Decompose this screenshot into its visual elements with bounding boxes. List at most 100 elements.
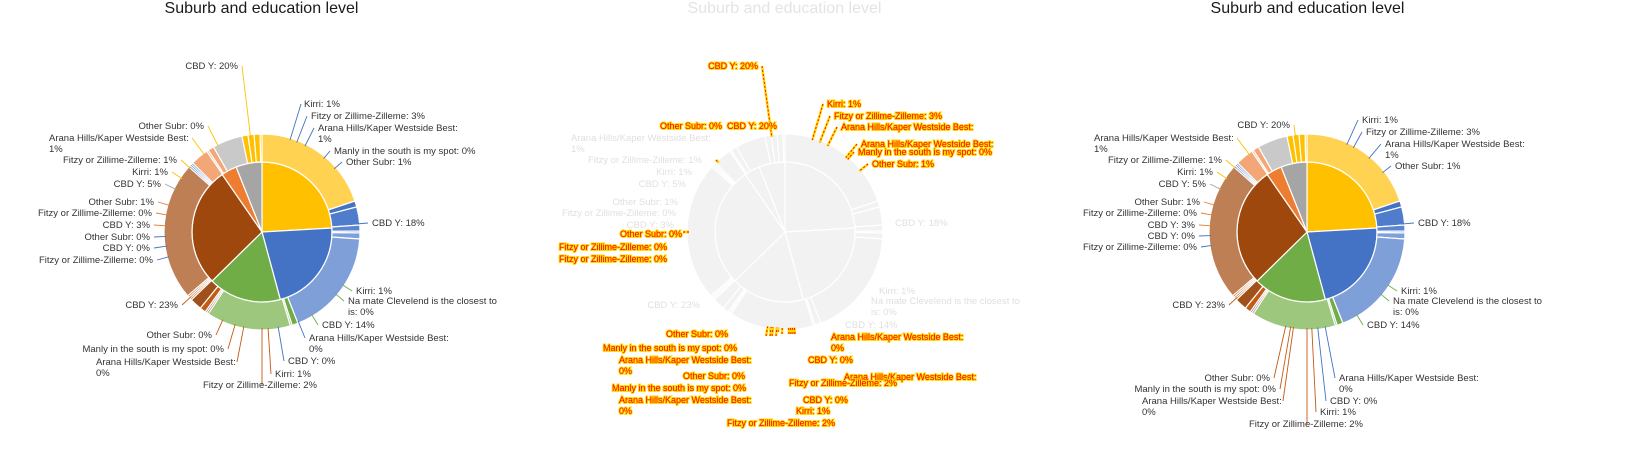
data-label: CBD Y: 18% [372, 218, 425, 229]
data-label: CBD Y: 20% [1237, 120, 1290, 131]
data-label: CBD Y: 0% [1330, 396, 1378, 407]
data-label: Other Subr: 0% [660, 121, 722, 131]
data-label: Arana Hills/Kaper Westside Best: 1% [571, 133, 711, 155]
leader-line-error [819, 115, 831, 143]
data-label-line: Fitzy or Zillime-Zilleme: 2% [789, 378, 897, 388]
data-label-line: CBD Y: 23% [1172, 300, 1225, 311]
leader-line [227, 324, 236, 350]
data-label-line: 0% [309, 344, 323, 355]
leader-line-error [845, 143, 858, 158]
data-label-line: Fitzy or Zillime-Zilleme: 2% [203, 380, 318, 391]
data-label: CBD Y: 23% [1172, 300, 1225, 311]
leader-line [297, 320, 306, 339]
data-label: Fitzy or Zillime-Zilleme: 1% [63, 155, 178, 166]
leader-line [157, 201, 170, 206]
leader-line-error [775, 327, 778, 337]
data-label-line: Other Subr: 1% [872, 159, 934, 169]
data-label: CBD Y: 5% [1159, 179, 1207, 190]
data-label: Manly in the south is my spot: 0% [82, 344, 224, 355]
leader-line [215, 319, 224, 336]
leader-line [1200, 245, 1213, 248]
data-label-line: is: 0% [348, 307, 374, 318]
leader-line [156, 256, 170, 261]
data-label: CBD Y: 20% [185, 61, 238, 72]
data-label: Other Subr: 0% [683, 371, 745, 381]
data-label-line: Other Subr: 1% [346, 157, 412, 168]
data-label-line: Kirri: 1% [304, 99, 340, 110]
data-label: Fitzy or Zillime-Zilleme: 0% [38, 208, 153, 219]
data-label-line: Fitzy or Zillime-Zilleme: 0% [559, 242, 667, 252]
data-label-line: Manly in the south is my spot: 0% [1134, 384, 1276, 395]
leader-line-error [827, 126, 838, 147]
data-label-line: CBD Y: 14% [322, 320, 375, 331]
leader-line [1273, 325, 1287, 379]
data-label: CBD Y: 18% [895, 218, 948, 229]
leader-line [1402, 222, 1415, 225]
leader-line [153, 245, 168, 249]
data-label: Fitzy or Zillime-Zilleme: 1% [1108, 155, 1223, 166]
leader-line [311, 314, 319, 326]
data-label: CBD Y: 5% [114, 179, 162, 190]
data-label: Arana Hills/Kaper Westside Best: 0% [831, 332, 963, 353]
data-label: CBD Y: 3% [1148, 220, 1196, 231]
data-label-line: Other Subr: 0% [147, 330, 213, 341]
leader-line [1352, 131, 1363, 149]
data-label: Manly in the south is my spot: 0% [612, 383, 746, 393]
data-label: Fitzy or Zillime-Zilleme: 3% [1366, 127, 1481, 138]
data-label-line: 0% [1142, 407, 1156, 418]
data-label: CBD Y: 23% [125, 300, 178, 311]
data-label-line: 0% [96, 368, 110, 379]
chart-title: Suburb and education level [687, 0, 882, 17]
data-label: Manly in the south is my spot: 0% [858, 147, 992, 157]
data-label-line: CBD Y: 5% [639, 179, 687, 190]
data-label-line: 0% [619, 406, 632, 416]
data-label: Other Subr: 1% [613, 197, 679, 208]
data-label: CBD Y: 0% [803, 395, 848, 405]
leader-line [1387, 284, 1398, 292]
data-label-line: Fitzy or Zillime-Zilleme: 3% [1366, 127, 1481, 138]
data-label: Arana Hills/Kaper Westside Best: [844, 372, 976, 382]
leader-line [1203, 201, 1215, 206]
data-label-line: Manly in the south is my spot: 0% [334, 146, 476, 157]
data-label-line: 1% [49, 144, 63, 155]
data-label: CBD Y: 5% [639, 179, 687, 190]
data-label-line: Kirri: 1% [1177, 167, 1213, 178]
data-label: Arana Hills/Kaper Westside Best: 0% [1142, 396, 1282, 418]
data-label: Arana Hills/Kaper Westside Best: 0% [619, 355, 751, 376]
leader-line [164, 183, 177, 190]
data-label: Kirri: 1% [796, 406, 830, 416]
leader-line [335, 293, 345, 302]
data-label-line: CBD Y: 0% [808, 355, 853, 365]
data-label: Other Subr: 1% [89, 197, 155, 208]
data-label-line: CBD Y: 0% [1330, 396, 1378, 407]
data-label-line: Other Subr: 1% [89, 197, 155, 208]
leader-line [207, 125, 219, 147]
data-label-line: Other Subr: 1% [1395, 161, 1461, 172]
data-label-line: Kirri: 1% [827, 99, 861, 109]
leader-line [1225, 159, 1236, 169]
data-label: Kirri: 1% [1362, 115, 1398, 126]
data-label-line: Fitzy or Zillime-Zilleme: 0% [562, 208, 677, 219]
leader-line [180, 159, 191, 169]
data-label: Other Subr: 0% [620, 229, 682, 239]
data-label: CBD Y: 3% [627, 220, 675, 231]
data-label-line: Fitzy or Zillime-Zilleme: 0% [38, 208, 153, 219]
data-label: Kirri: 1% [1401, 286, 1437, 297]
leader-line [289, 103, 302, 141]
data-label: Kirri: 1% [1320, 407, 1356, 418]
data-label: Fitzy or Zillime-Zilleme: 0% [559, 254, 667, 264]
leader-line [153, 235, 167, 238]
data-label-line: CBD Y: 18% [372, 218, 425, 229]
outer-ring-slice-28 [259, 133, 263, 163]
data-label: Arana Hills/Kaper Westside Best: [841, 122, 973, 132]
data-label-line: Manly in the south is my spot: 0% [858, 147, 992, 157]
data-label: Arana Hills/Kaper Westside Best: 1% [1094, 133, 1234, 155]
leader-line-error [793, 327, 796, 335]
data-label: Fitzy or Zillime-Zilleme: 0% [559, 242, 667, 252]
data-label-line: Fitzy or Zillime-Zilleme: 1% [588, 155, 703, 166]
leader-line [1368, 143, 1382, 159]
data-label-line: Other Subr: 0% [1205, 373, 1271, 384]
data-label-line: CBD Y: 5% [1159, 179, 1207, 190]
data-label: Kirri: 1% [827, 99, 861, 109]
data-label-line: Other Subr: 0% [666, 329, 728, 339]
